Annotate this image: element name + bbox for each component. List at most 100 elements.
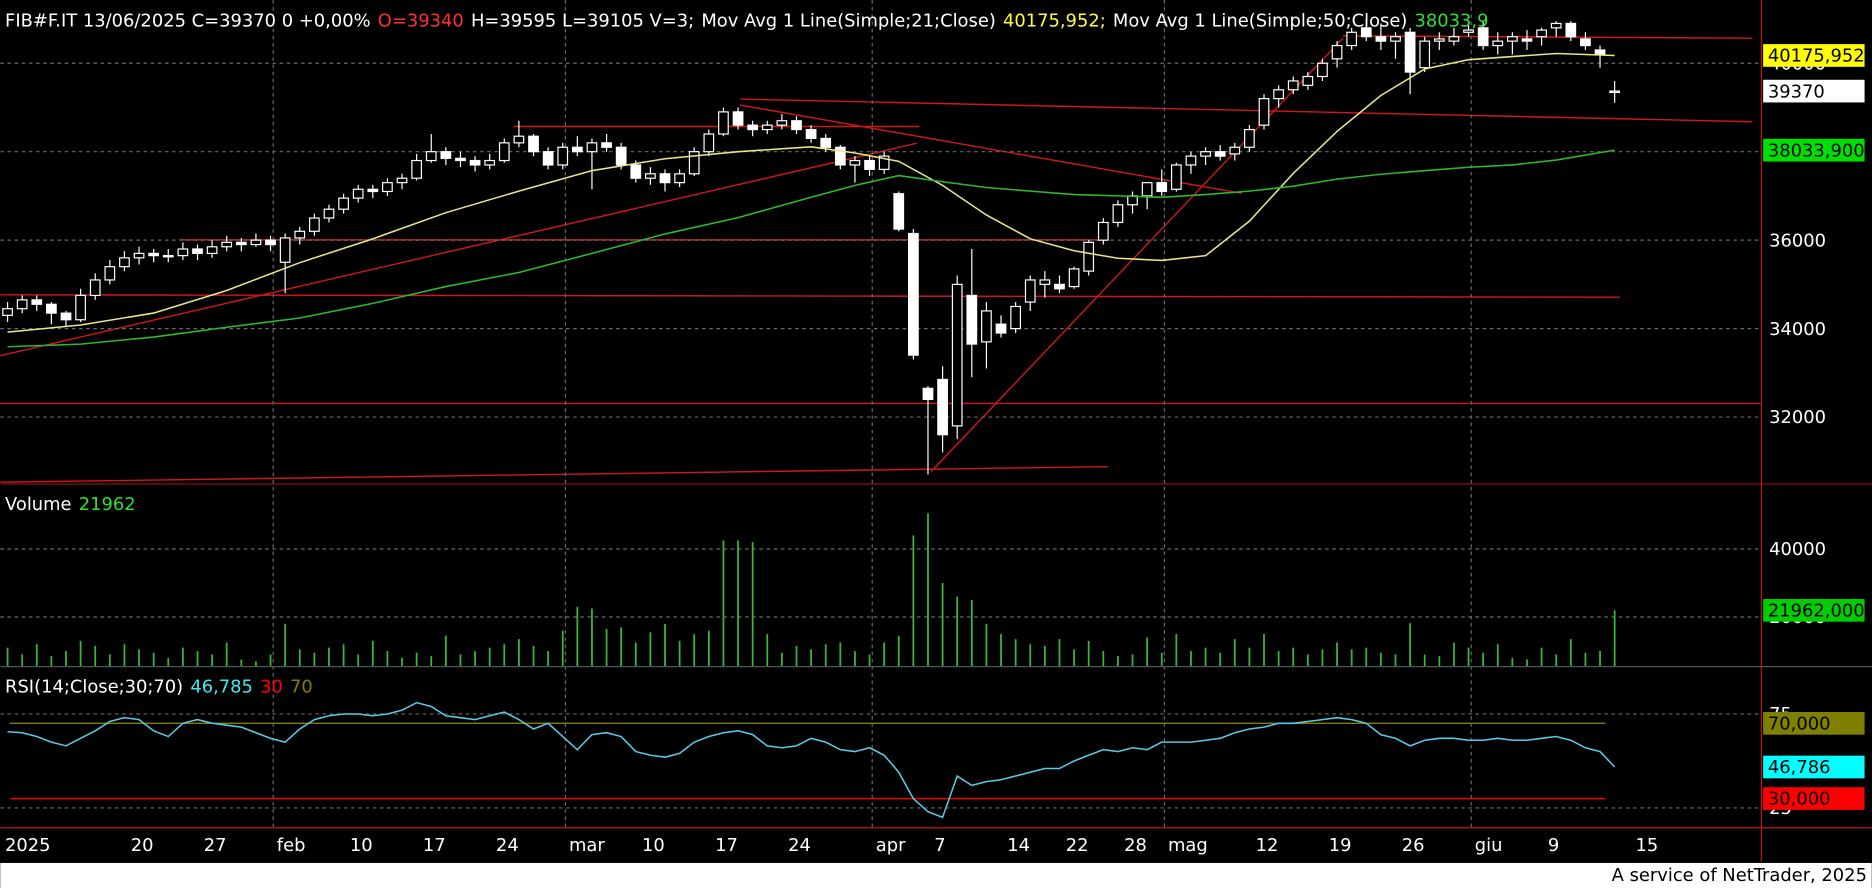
volume-bar	[357, 654, 360, 666]
candle-body	[776, 120, 788, 126]
header-text: H=39595 L=39105 V=3;	[471, 10, 694, 31]
candle-body	[177, 248, 189, 257]
candle-body	[1214, 151, 1226, 157]
value-box	[1763, 138, 1865, 162]
x-tick-label: 20	[131, 835, 154, 856]
value-box-label: 21962,000	[1768, 601, 1865, 622]
x-tick-label: 26	[1402, 835, 1425, 856]
candle-body	[396, 177, 408, 184]
volume-bar	[1555, 654, 1558, 666]
y-tick-label: 36000	[1769, 230, 1826, 251]
candle-body	[1024, 279, 1036, 303]
value-box	[1763, 787, 1865, 810]
candle-body	[294, 230, 306, 239]
candle-body	[703, 133, 715, 153]
candle-body	[849, 159, 861, 166]
value-box	[1763, 755, 1865, 779]
header-text: 70	[290, 676, 313, 697]
candle-body	[981, 310, 992, 343]
volume-bar	[561, 630, 564, 666]
candle-body	[659, 173, 671, 184]
volume-bar	[737, 540, 739, 666]
candle-body	[1229, 146, 1241, 155]
candle-body	[352, 188, 364, 199]
volume-bar	[1160, 652, 1163, 666]
candle-body	[133, 252, 145, 259]
x-tick-label: mar	[569, 835, 605, 856]
candle-body	[1112, 204, 1124, 224]
volume-bar	[1277, 651, 1280, 666]
candle-body	[630, 164, 642, 179]
volume-bar	[371, 640, 374, 666]
candle-body	[1200, 151, 1211, 157]
volume-bar	[284, 623, 287, 666]
volume-bar	[868, 654, 871, 666]
volume-bar	[1438, 656, 1441, 666]
volume-bar	[211, 654, 213, 666]
candle-body	[1594, 49, 1606, 55]
volume-bar	[1219, 652, 1222, 666]
candle-body	[1360, 27, 1372, 38]
candle-body	[571, 146, 583, 153]
volume-bar	[1350, 649, 1353, 666]
volume-bar	[1043, 645, 1046, 666]
candle-body	[645, 173, 656, 179]
candle-body	[1039, 279, 1051, 285]
value-box	[1763, 44, 1865, 67]
volume-bar	[883, 642, 886, 666]
candle-body	[908, 232, 919, 356]
volume-bar	[620, 627, 623, 666]
candle-body	[455, 157, 466, 162]
volume-bar	[255, 661, 257, 666]
volume-bar	[152, 652, 155, 666]
candle-body	[498, 142, 510, 162]
value-box-label: 30,000	[1768, 789, 1831, 810]
candle-body	[1448, 36, 1460, 42]
trend-line	[0, 465, 1108, 483]
candle-body	[440, 151, 452, 159]
volume-bar	[532, 645, 535, 666]
candle-body	[1156, 182, 1168, 193]
candle-body	[1097, 221, 1109, 241]
volume-bar	[1496, 644, 1499, 666]
trend-line	[930, 37, 1344, 472]
candle-body	[791, 120, 802, 131]
volume-bar	[751, 542, 754, 666]
volume-bar	[766, 634, 769, 666]
candle-body	[338, 197, 349, 210]
volume-bar	[79, 640, 82, 666]
volume-bar	[634, 642, 637, 666]
x-tick-label: 15	[1636, 835, 1659, 856]
volume-bar	[518, 639, 520, 666]
candle-body	[1185, 155, 1197, 166]
candle-body	[1419, 40, 1431, 69]
value-box-label: 46,786	[1768, 757, 1831, 778]
volume-bar	[1073, 649, 1075, 666]
candle-body	[1127, 195, 1138, 206]
volume-bar	[342, 644, 345, 666]
candle-body	[1580, 38, 1591, 47]
plot-area: 2025 20 27 feb 10 17 24 mar 10 17 24 apr 7 14 22 28 mag 1…	[0, 0, 1865, 856]
candle-body	[89, 279, 101, 297]
candle-body	[805, 128, 817, 140]
candle-body	[922, 387, 934, 400]
header-text: Volume	[5, 494, 72, 515]
volume-bar	[1102, 651, 1105, 666]
candle-body	[893, 193, 905, 230]
volume-bar	[1131, 654, 1134, 666]
trend-line	[0, 142, 918, 357]
volume-bar	[1117, 656, 1119, 666]
volume-bar	[35, 644, 38, 666]
volume-bar	[459, 654, 462, 666]
candle-body	[688, 151, 700, 175]
candle-body	[1068, 268, 1080, 288]
candle-body	[104, 266, 116, 281]
volume-bar	[1453, 642, 1455, 666]
volume-bar	[1540, 647, 1543, 666]
volume-bar	[240, 659, 243, 666]
x-tick-label: 24	[788, 835, 811, 856]
header-text: 30	[260, 676, 283, 697]
volume-bar	[123, 644, 126, 666]
candle-body	[615, 146, 627, 166]
